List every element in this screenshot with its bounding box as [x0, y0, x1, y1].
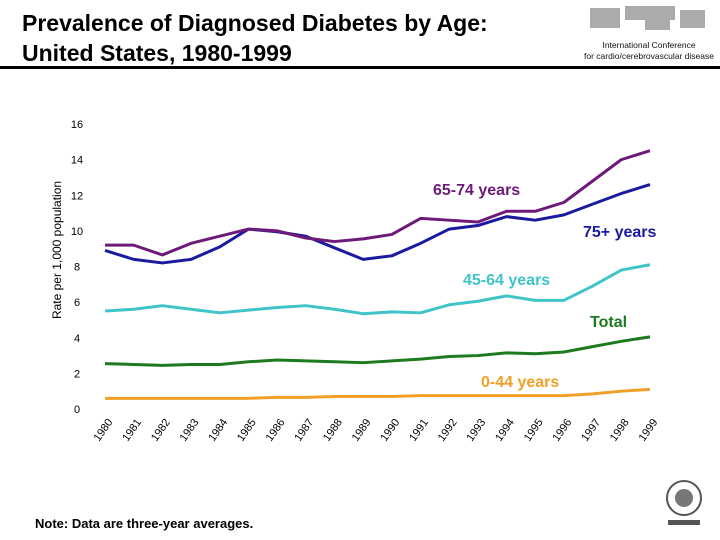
- y-tick-label: 10: [71, 226, 83, 238]
- x-tick-label: 1985: [235, 417, 259, 444]
- series-line-75-years: [104, 183, 651, 265]
- world-map-logo: [590, 6, 705, 30]
- y-tick-label: 6: [74, 297, 80, 309]
- conference-line-1: International Conference: [602, 40, 696, 50]
- x-tick-label: 1986: [264, 417, 288, 444]
- title-line-1: Prevalence of Diagnosed Diabetes by Age:: [22, 10, 488, 36]
- x-tick-label: 1997: [579, 417, 603, 444]
- x-tick-label: 1984: [206, 417, 230, 444]
- slide-title: Prevalence of Diagnosed Diabetes by Age:…: [22, 8, 488, 68]
- series-label: 65-74 years: [433, 182, 520, 199]
- x-tick-label: 1998: [608, 417, 632, 444]
- y-tick-label: 2: [74, 368, 80, 380]
- header-divider: [0, 66, 720, 69]
- y-tick-label: 12: [71, 190, 83, 202]
- x-tick-label: 1989: [350, 417, 374, 444]
- y-tick-label: 0: [74, 404, 80, 416]
- x-tick-label: 1999: [637, 417, 661, 444]
- series-label: 75+ years: [583, 224, 657, 241]
- series-line-65-74-years: [105, 149, 651, 257]
- x-tick-label: 1991: [407, 417, 431, 444]
- series-line-total: [104, 335, 651, 367]
- footnote: Note: Data are three-year averages.: [35, 516, 254, 531]
- x-tick-label: 1987: [292, 417, 316, 444]
- x-tick-label: 1993: [464, 417, 488, 444]
- conference-line-2: for cardio/cerebrovascular disease: [584, 51, 714, 61]
- series-label: 45-64 years: [463, 272, 550, 289]
- y-tick-label: 8: [74, 262, 80, 274]
- series-label: Total: [590, 314, 627, 331]
- x-tick-label: 1995: [522, 417, 546, 444]
- x-tick-label: 1980: [92, 417, 116, 444]
- y-tick-label: 4: [74, 333, 80, 345]
- x-tick-label: 1983: [178, 417, 202, 444]
- series-line-0-44-years: [105, 387, 651, 400]
- y-tick-label: 16: [71, 119, 83, 131]
- x-tick-label: 1982: [149, 417, 173, 444]
- x-tick-label: 1996: [551, 417, 575, 444]
- y-tick-label: 14: [71, 155, 83, 167]
- agency-emblem: [666, 480, 702, 525]
- series-label: 0-44 years: [481, 374, 559, 391]
- x-tick-label: 1992: [436, 417, 460, 444]
- conference-caption: International Conference for cardio/cere…: [578, 40, 720, 62]
- x-tick-label: 1990: [378, 417, 402, 444]
- x-tick-label: 1988: [321, 417, 345, 444]
- x-tick-label: 1981: [120, 417, 144, 444]
- y-axis-label: Rate per 1,000 population: [50, 181, 64, 319]
- x-tick-label: 1994: [493, 417, 517, 444]
- series-line-45-64-years: [104, 263, 651, 316]
- title-line-2: United States, 1980-1999: [22, 40, 292, 66]
